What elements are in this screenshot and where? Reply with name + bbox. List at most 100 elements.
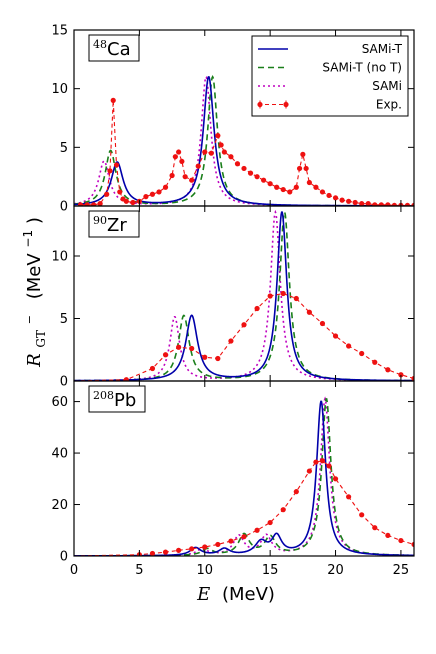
exp-point-ca-23: [195, 163, 201, 169]
x-tick-label: 25: [393, 563, 410, 578]
y-tick-label: 10: [51, 82, 68, 97]
exp-point-pb-15: [313, 459, 319, 465]
exp-point-ca-15: [156, 189, 162, 195]
x-tick-label: 0: [70, 563, 78, 578]
exp-point-ca-0: [77, 202, 84, 206]
y-tick-label: 40: [51, 447, 68, 462]
exp-point-ca-35: [267, 181, 273, 187]
exp-point-ca-1: [84, 202, 90, 206]
exp-point-ca-6: [110, 97, 116, 103]
exp-point-zr-6: [202, 354, 208, 360]
exp-point-ca-29: [228, 154, 234, 160]
x-tick-label: 15: [262, 563, 279, 578]
exp-point-ca-11: [130, 199, 136, 206]
exp-point-zr-20: [385, 367, 391, 373]
exp-point-pb-4: [176, 547, 182, 553]
nucleus-label-zr: 90Zr: [93, 214, 127, 236]
exp-point-zr-11: [267, 293, 273, 299]
x-tick-label: 5: [135, 563, 143, 578]
exp-point-pb-9: [241, 534, 247, 540]
exp-point-ca-49: [346, 198, 352, 204]
exp-point-pb-6: [202, 544, 208, 550]
y-tick-label: 0: [60, 550, 68, 565]
exp-point-ca-8: [117, 189, 123, 195]
series-exp-line-zr: [74, 292, 414, 381]
exp-point-pb-5: [189, 546, 195, 552]
exp-point-ca-17: [169, 172, 175, 179]
exp-point-pb-17: [326, 463, 332, 469]
exp-point-ca-50: [352, 199, 358, 206]
x-tick-label: 20: [327, 563, 344, 578]
exp-point-ca-56: [391, 202, 397, 206]
exp-point-zr-10: [254, 305, 260, 312]
y-tick-label: 0: [60, 200, 68, 215]
exp-point-ca-41: [300, 151, 306, 157]
exp-point-pb-3: [162, 549, 169, 555]
exp-point-pb-7: [215, 541, 221, 548]
exp-point-pb-18: [332, 476, 339, 482]
exp-point-zr-13: [293, 295, 299, 302]
series-samit-not-pb: [74, 398, 414, 556]
y-axis-sub: GT: [34, 330, 48, 348]
exp-point-ca-38: [287, 189, 293, 195]
exp-point-zr-14: [306, 309, 312, 315]
exp-point-pb-2: [149, 550, 156, 556]
panel-pb: 0 20 40 60 0 5 10 15 20 25 208Pb: [51, 380, 415, 578]
exp-point-ca-14: [149, 191, 156, 197]
panel-ca: 0 5 10 15 48Ca SAMi-T SAMi-T (no T) SAMi Exp.: [51, 24, 415, 215]
exp-point-zr-4: [176, 344, 182, 350]
series-sami-pb: [74, 396, 414, 556]
exp-point-ca-54: [378, 202, 384, 206]
exp-point-pb-16: [319, 458, 326, 464]
exp-point-ca-40: [296, 165, 303, 172]
exp-point-pb-23: [398, 537, 404, 544]
exp-point-zr-16: [332, 333, 339, 339]
exp-point-zr-8: [228, 338, 234, 344]
y-tick-label: 15: [51, 24, 68, 39]
exp-point-pb-12: [280, 507, 286, 513]
exp-point-ca-36: [274, 184, 280, 190]
legend-entry: SAMi: [372, 79, 402, 93]
exp-point-pb-19: [346, 494, 352, 500]
y-axis-title: R GT − (MeV −1 ): [16, 217, 50, 368]
exp-point-ca-7: [113, 162, 120, 168]
y-axis-unit-close: ): [24, 217, 45, 224]
exp-point-ca-2: [91, 202, 97, 206]
exp-point-zr-2: [149, 365, 156, 372]
exp-point-ca-33: [254, 174, 260, 180]
exp-point-zr-12: [280, 290, 286, 297]
exp-point-pb-13: [293, 489, 299, 495]
nucleus-label-box-pb: [88, 385, 146, 413]
y-axis-unit: (MeV: [24, 253, 45, 300]
exp-point-ca-5: [107, 168, 113, 174]
x-axis-unit: (MeV): [222, 584, 275, 605]
exp-point-ca-45: [319, 189, 326, 195]
exp-point-ca-20: [179, 158, 185, 165]
exp-point-zr-18: [359, 350, 365, 357]
y-tick-label: 10: [51, 250, 68, 265]
nucleus-label-pb: 208Pb: [93, 389, 136, 411]
exp-point-pb-11: [267, 519, 273, 526]
nucleus-label-box-zr: [88, 210, 140, 238]
exp-point-ca-18: [172, 154, 178, 160]
exp-point-zr-19: [372, 359, 378, 365]
exp-point-pb-8: [228, 538, 234, 544]
legend-entry: SAMi-T (no T): [322, 61, 402, 75]
y-tick-label: 0: [60, 375, 68, 390]
exp-point-zr-1: [123, 377, 129, 381]
exp-point-ca-59: [411, 202, 414, 206]
exp-point-ca-25: [208, 150, 214, 156]
exp-point-ca-31: [241, 165, 247, 172]
exp-point-ca-58: [404, 202, 411, 206]
panels: 0 5 10 15 48Ca SAMi-T SAMi-T (no T) SAMi Exp. 0 5 1…: [51, 24, 415, 578]
exp-point-ca-10: [123, 198, 129, 204]
exp-point-pb-14: [306, 468, 312, 474]
legend: SAMi-T SAMi-T (no T) SAMi Exp.: [251, 35, 409, 117]
plot-frame-pb: [73, 380, 415, 557]
legend-entry: SAMi-T: [362, 42, 403, 56]
exp-point-ca-16: [162, 184, 169, 190]
nucleus-label-box-ca: [88, 34, 140, 62]
exp-point-zr-5: [189, 345, 195, 352]
y-tick-label: 5: [60, 141, 68, 156]
